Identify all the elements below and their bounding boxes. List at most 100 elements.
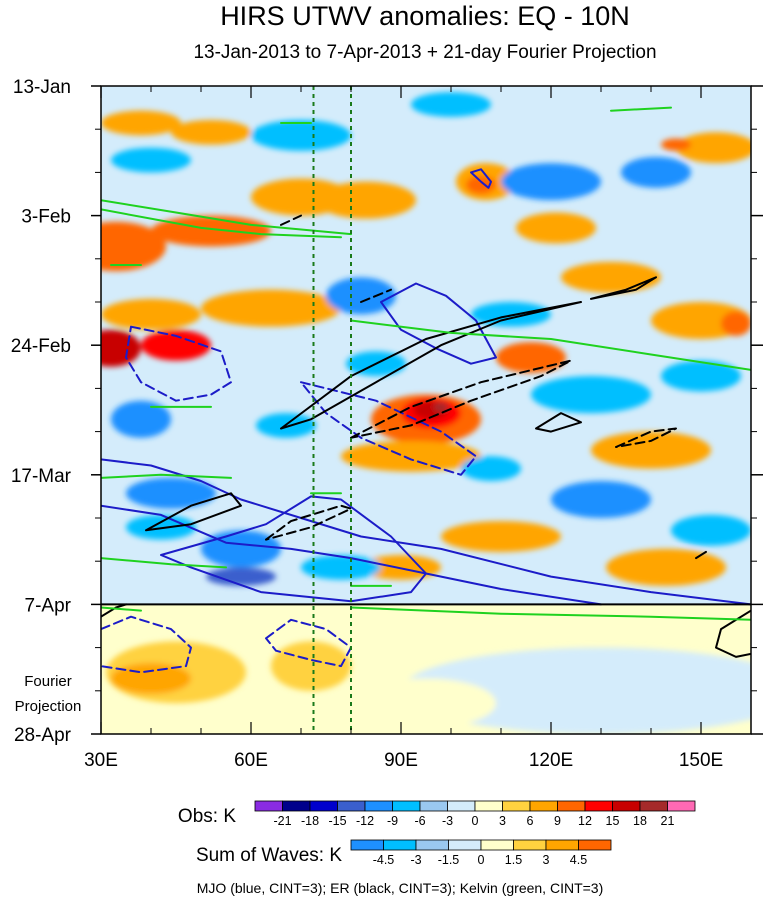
obs-colorbar-label: 6 (527, 814, 534, 828)
obs-colorbar-swatch (667, 800, 696, 812)
anomaly-patch (301, 555, 381, 580)
anomaly-patch (411, 92, 491, 117)
obs-colorbar-swatch (584, 800, 613, 812)
waves-colorbar-label: 3 (543, 853, 550, 867)
obs-colorbar-swatch (392, 800, 421, 812)
obs-colorbar-label: -3 (442, 814, 453, 828)
waves-colorbar-swatch (383, 839, 417, 851)
chart-caption: MJO (blue, CINT=3); ER (black, CINT=3); … (197, 880, 604, 896)
er-contour-solid (101, 603, 127, 618)
er-contour-dashed (615, 427, 677, 448)
mjo-contour-dashed (101, 615, 192, 674)
anomaly-patch (111, 400, 171, 438)
obs-colorbar-label: 0 (472, 814, 479, 828)
x-tick-label: 150E (679, 750, 723, 771)
anomaly-patch (201, 289, 341, 327)
anomaly-patch (591, 431, 711, 469)
mjo-contour-solid (380, 282, 497, 365)
obs-colorbar-swatch (502, 800, 531, 812)
anomaly-patch (606, 548, 726, 586)
obs-colorbar-swatch (254, 800, 283, 812)
obs-colorbar-label: 21 (661, 814, 675, 828)
obs-colorbar-swatch (474, 800, 503, 812)
anomaly-patch (326, 277, 396, 315)
kelvin-contour-solid (101, 473, 232, 479)
anomaly-patch (461, 456, 521, 481)
y-tick-label: 3-Feb (21, 207, 71, 228)
chart-subtitle: 13-Jan-2013 to 7-Apr-2013 + 21-day Fouri… (193, 42, 656, 63)
anomaly-patch (101, 110, 181, 136)
wave-contours (101, 106, 751, 674)
obs-anomaly-field (101, 92, 751, 734)
obs-colorbar-label: -15 (328, 814, 346, 828)
obs-colorbar-label: -6 (414, 814, 425, 828)
anomaly-patch (441, 521, 561, 552)
anomaly-patch (501, 163, 601, 201)
waves-colorbar-boxes: -4.5 -3 -1.5 0 1.5 3 4.5 (350, 839, 612, 867)
anomaly-patch (561, 261, 661, 293)
obs-colorbar-swatch (557, 800, 586, 812)
mjo-contour-solid (470, 168, 492, 189)
kelvin-contour-solid (101, 199, 352, 236)
er-contour-solid (535, 412, 582, 433)
er-contour-solid (715, 609, 751, 658)
y-tick-label: 17-Mar (11, 466, 72, 487)
anomaly-patch (661, 138, 691, 151)
obs-colorbar-label: 3 (499, 814, 506, 828)
x-tick-label: 90E (384, 750, 418, 771)
obs-colorbar-swatch (612, 800, 641, 812)
waves-colorbar-swatch (415, 839, 449, 851)
anomaly-patch (151, 215, 271, 247)
anomaly-patch (661, 360, 741, 392)
obs-colorbar-swatch (364, 800, 393, 812)
anomaly-patch (676, 132, 751, 164)
obs-colorbar-label: 9 (554, 814, 561, 828)
y-tick-label: 13-Jan (13, 77, 71, 98)
anomaly-patch (126, 477, 216, 509)
x-tick-label: 30E (84, 750, 118, 771)
anomaly-patch (101, 221, 166, 272)
er-contour-dashed (265, 504, 352, 541)
anomaly-patch (171, 119, 251, 145)
er-contour-dashed (280, 214, 302, 226)
obs-colorbar-label: -9 (387, 814, 398, 828)
projection-label-line1: Fourier (24, 673, 72, 690)
anomaly-patch (126, 514, 196, 540)
anomaly-patch (206, 567, 276, 586)
waves-colorbar-label: -1.5 (438, 853, 460, 867)
er-contour-dashed (350, 359, 572, 439)
obs-colorbar-swatch (309, 800, 338, 812)
waves-colorbar-swatch (480, 839, 514, 851)
kelvin-contour-solid (101, 606, 142, 612)
waves-colorbar-label: 4.5 (570, 853, 587, 867)
projection-patches (106, 641, 751, 734)
obs-colorbar-label: -21 (273, 814, 291, 828)
obs-colorbar-label: 15 (606, 814, 620, 828)
anomaly-patch (101, 329, 141, 367)
anomaly-patch (551, 480, 651, 518)
anomaly-patch (101, 298, 201, 330)
reference-lines (101, 86, 751, 734)
plot-area (101, 86, 751, 734)
mjo-contour-dashed (125, 325, 232, 402)
waves-colorbar-swatch (448, 839, 482, 851)
anomaly-patch (316, 181, 416, 219)
projection-patch (356, 678, 496, 728)
obs-colorbar: Obs: K -21 -18 -15 -12 -9 -6 -3 0 3 6 9 12 15 18 21 (178, 800, 696, 828)
anomaly-patch (721, 311, 751, 336)
x-tick-label: 120E (529, 750, 573, 771)
obs-colorbar-label: 12 (578, 814, 592, 828)
axes: 30E 60E 90E 120E 150E 13-Jan 3-Feb 24-Feb 17-Mar… (11, 77, 763, 771)
anomaly-patch (671, 514, 751, 546)
waves-colorbar-label: 0 (478, 853, 485, 867)
anomaly-patch (531, 376, 651, 414)
kelvin-contour-solid (350, 319, 751, 371)
waves-colorbar-label: -4.5 (373, 853, 395, 867)
obs-colorbar-swatch (447, 800, 476, 812)
waves-colorbar-swatch (578, 839, 612, 851)
anomaly-patch (621, 156, 691, 188)
er-contour-dashed (360, 288, 392, 303)
obs-colorbar-swatch (639, 800, 668, 812)
obs-colorbar-swatch (419, 800, 448, 812)
